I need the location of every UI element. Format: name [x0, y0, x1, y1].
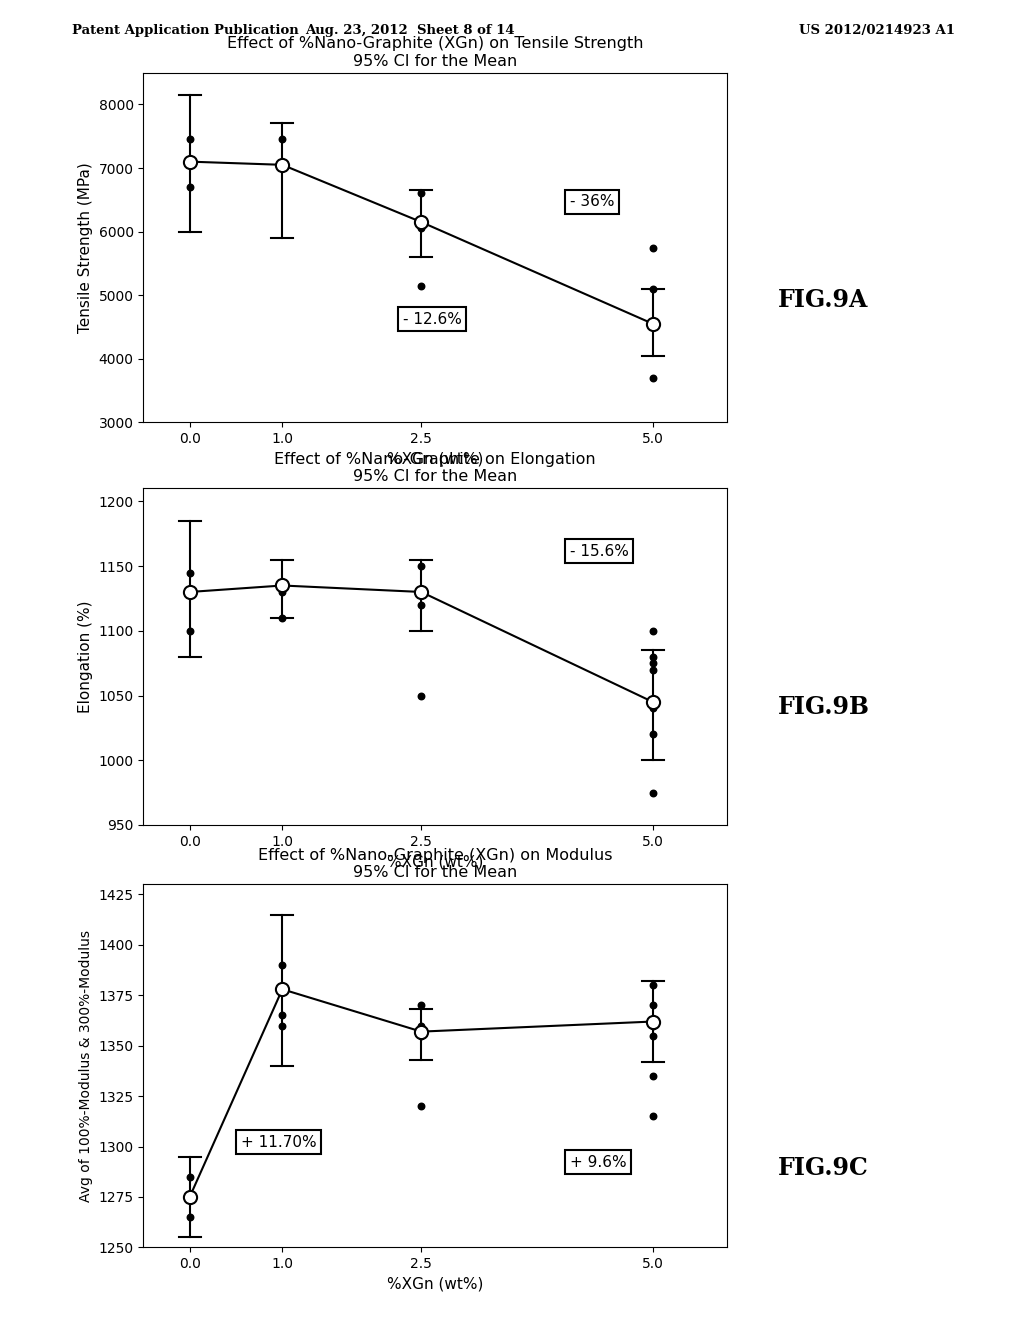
Title: Effect of %Nano-Graphite on Elongation
95% CI for the Mean: Effect of %Nano-Graphite on Elongation 9…	[274, 451, 596, 484]
Point	[645, 279, 662, 300]
Point	[181, 150, 198, 172]
Point	[413, 1026, 429, 1047]
Point	[413, 581, 429, 602]
Point	[274, 157, 291, 178]
Point	[413, 594, 429, 615]
Point	[413, 581, 429, 602]
Point	[181, 620, 198, 642]
Point	[645, 652, 662, 673]
Point	[181, 177, 198, 198]
Point	[274, 1015, 291, 1036]
Point	[181, 1187, 198, 1208]
Point	[274, 954, 291, 975]
Point	[181, 562, 198, 583]
Point	[181, 1167, 198, 1188]
Text: Patent Application Publication: Patent Application Publication	[72, 24, 298, 37]
Point	[645, 692, 662, 713]
Y-axis label: Avg of 100%-Modulus & 300%-Modulus: Avg of 100%-Modulus & 300%-Modulus	[79, 929, 93, 1203]
Point	[181, 581, 198, 602]
Point	[645, 1106, 662, 1127]
Text: US 2012/0214923 A1: US 2012/0214923 A1	[799, 24, 954, 37]
Title: Effect of %Nano-Graphite (XGn) on Modulus
95% CI for the Mean: Effect of %Nano-Graphite (XGn) on Modulu…	[258, 847, 612, 880]
Text: - 15.6%: - 15.6%	[569, 544, 629, 558]
Point	[413, 995, 429, 1016]
Point	[645, 698, 662, 719]
X-axis label: %XGn (wt%): %XGn (wt%)	[387, 854, 483, 870]
Text: + 11.70%: + 11.70%	[241, 1135, 316, 1150]
Point	[181, 150, 198, 172]
Text: - 12.6%: - 12.6%	[402, 312, 462, 327]
Point	[645, 1065, 662, 1086]
Point	[181, 1206, 198, 1228]
Text: Aug. 23, 2012  Sheet 8 of 14: Aug. 23, 2012 Sheet 8 of 14	[305, 24, 514, 37]
Point	[274, 581, 291, 602]
Point	[274, 978, 291, 999]
Point	[645, 781, 662, 803]
Point	[645, 620, 662, 642]
Point	[413, 1022, 429, 1043]
Point	[645, 313, 662, 334]
Point	[181, 129, 198, 150]
Point	[274, 576, 291, 597]
Y-axis label: Elongation (%): Elongation (%)	[78, 601, 93, 713]
Text: - 36%: - 36%	[569, 194, 614, 209]
Point	[413, 275, 429, 296]
Point	[274, 1005, 291, 1026]
X-axis label: %XGn (wt%): %XGn (wt%)	[387, 451, 483, 467]
Point	[413, 556, 429, 577]
Point	[413, 183, 429, 205]
Point	[181, 581, 198, 602]
Text: FIG.9C: FIG.9C	[778, 1155, 869, 1180]
Point	[645, 310, 662, 331]
Text: + 9.6%: + 9.6%	[569, 1155, 626, 1170]
Y-axis label: Tensile Strength (MPa): Tensile Strength (MPa)	[78, 162, 93, 333]
Point	[413, 218, 429, 239]
Point	[413, 211, 429, 232]
Text: FIG.9A: FIG.9A	[778, 288, 868, 312]
Point	[274, 129, 291, 150]
Title: Effect of %Nano-Graphite (XGn) on Tensile Strength
95% CI for the Mean: Effect of %Nano-Graphite (XGn) on Tensil…	[227, 36, 643, 69]
Point	[645, 974, 662, 995]
Text: FIG.9B: FIG.9B	[778, 696, 870, 719]
Point	[645, 995, 662, 1016]
Point	[413, 685, 429, 706]
Point	[274, 154, 291, 176]
Point	[274, 154, 291, 176]
Point	[645, 238, 662, 259]
Point	[274, 607, 291, 628]
Point	[645, 1026, 662, 1047]
Point	[645, 1011, 662, 1032]
Point	[645, 723, 662, 744]
Point	[645, 313, 662, 334]
Point	[413, 1096, 429, 1117]
Point	[274, 576, 291, 597]
Point	[181, 1187, 198, 1208]
Point	[645, 367, 662, 388]
Point	[645, 1015, 662, 1036]
X-axis label: %XGn (wt%): %XGn (wt%)	[387, 1276, 483, 1292]
Point	[645, 647, 662, 668]
Point	[645, 659, 662, 680]
Point	[413, 1015, 429, 1036]
